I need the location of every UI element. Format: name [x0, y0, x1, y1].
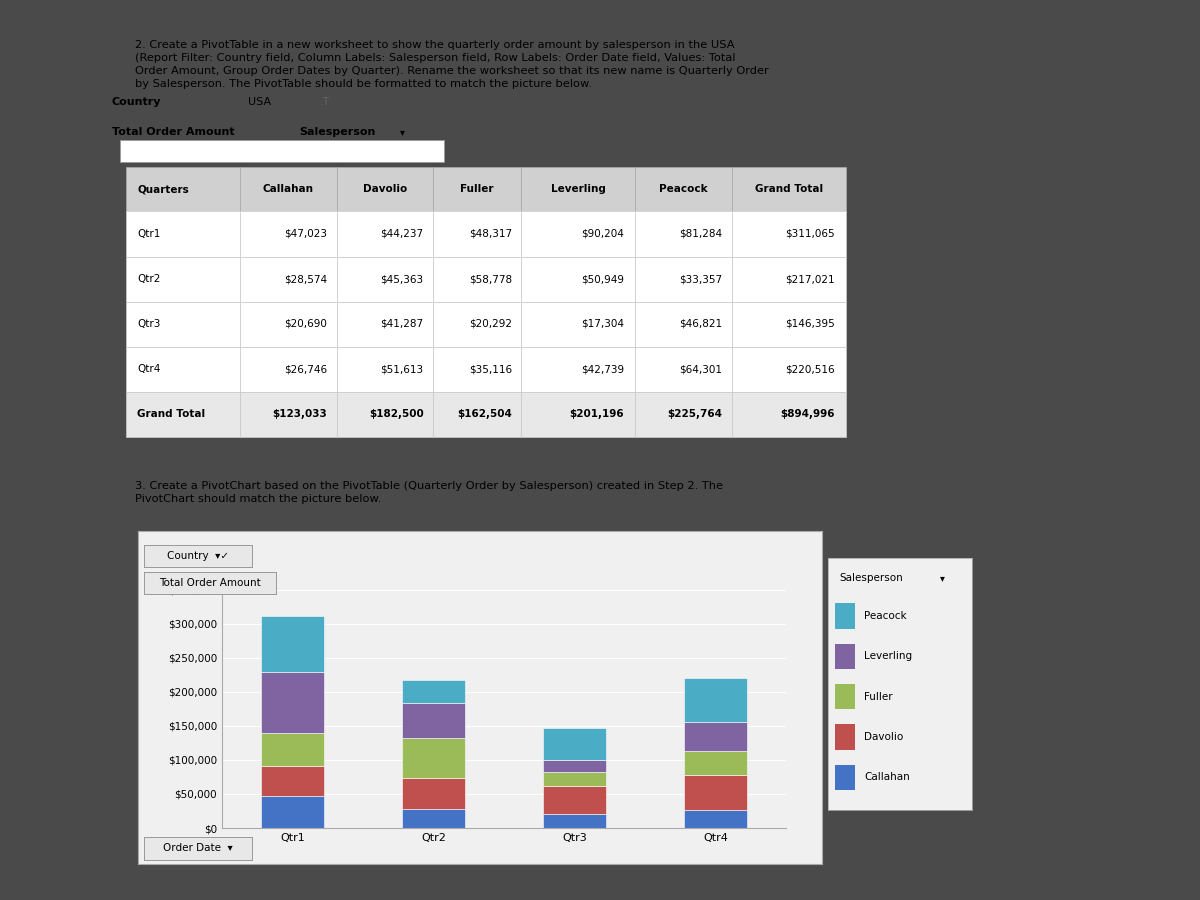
Text: Callahan: Callahan: [864, 772, 910, 782]
Text: Salesperson: Salesperson: [299, 127, 376, 137]
FancyBboxPatch shape: [835, 603, 856, 628]
FancyBboxPatch shape: [835, 765, 856, 790]
Bar: [684, 810, 748, 828]
Bar: [542, 760, 606, 772]
Text: Total Order Amount: Total Order Amount: [160, 578, 260, 588]
Bar: [542, 814, 606, 828]
Bar: [542, 772, 606, 786]
Text: .T: .T: [320, 97, 329, 107]
Bar: [684, 722, 748, 751]
Bar: [684, 751, 748, 775]
Bar: [402, 808, 466, 828]
Bar: [402, 738, 466, 778]
FancyBboxPatch shape: [835, 724, 856, 750]
Text: Total Order Amount: Total Order Amount: [112, 127, 234, 137]
Text: ▾: ▾: [400, 127, 404, 137]
Bar: [402, 680, 466, 703]
Text: Country: Country: [112, 97, 161, 107]
Bar: [402, 703, 466, 738]
Bar: [542, 786, 606, 814]
Bar: [402, 778, 466, 808]
Bar: [260, 671, 324, 733]
Text: USA: USA: [248, 97, 271, 107]
Text: Peacock: Peacock: [864, 611, 907, 621]
FancyBboxPatch shape: [835, 644, 856, 669]
Text: Country  ▾✓: Country ▾✓: [167, 551, 229, 561]
Bar: [260, 616, 324, 671]
FancyBboxPatch shape: [835, 684, 856, 709]
Bar: [260, 733, 324, 766]
Bar: [684, 775, 748, 810]
Text: Order Date  ▾: Order Date ▾: [163, 843, 233, 853]
Text: Fuller: Fuller: [864, 691, 893, 702]
Text: 2. Create a PivotTable in a new worksheet to show the quarterly order amount by : 2. Create a PivotTable in a new workshee…: [134, 40, 768, 89]
Text: 3. Create a PivotChart based on the PivotTable (Quarterly Order by Salesperson) : 3. Create a PivotChart based on the Pivo…: [134, 481, 722, 504]
Bar: [684, 678, 748, 722]
Bar: [542, 728, 606, 760]
Text: ▾: ▾: [941, 573, 946, 583]
Text: Davolio: Davolio: [864, 732, 904, 742]
Text: Salesperson: Salesperson: [840, 573, 904, 583]
Bar: [260, 766, 324, 796]
Text: Leverling: Leverling: [864, 652, 912, 662]
Bar: [260, 796, 324, 828]
